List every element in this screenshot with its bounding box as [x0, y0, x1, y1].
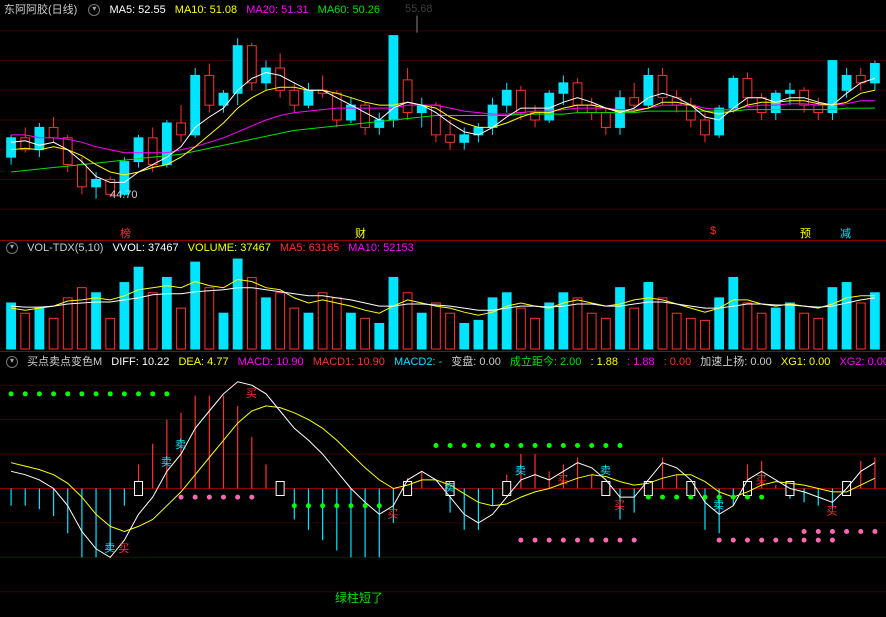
m-l13: XG2: 0.00 [839, 356, 886, 368]
svg-text:卖: 卖 [175, 438, 186, 451]
svg-text:绿柱短了: 绿柱短了 [335, 590, 383, 605]
svg-text:卖: 卖 [515, 464, 526, 477]
m-l9: : 1.88 [627, 356, 655, 368]
volume-panel: ▾ VOL-TDX(5,10) VVOL: 37467 VOLUME: 3746… [0, 241, 886, 352]
collapse-icon[interactable]: ▾ [6, 356, 18, 368]
svg-text:卖: 卖 [104, 541, 115, 554]
collapse-icon[interactable]: ▾ [6, 242, 18, 254]
price-header: 东阿阿胶(日线) ▾ MA5: 52.55 MA10: 51.08 MA20: … [0, 0, 886, 16]
vol-l3: MA5: 63165 [280, 242, 339, 254]
ma20-label: MA20: 51.31 [246, 4, 308, 16]
price-panel: 东阿阿胶(日线) ▾ MA5: 52.55 MA10: 51.08 MA20: … [0, 0, 886, 241]
m-l5: MACD2: - [394, 356, 442, 368]
svg-text:买: 买 [756, 473, 767, 486]
svg-text:44.70: 44.70 [110, 189, 138, 201]
vol-l4: MA10: 52153 [348, 242, 413, 254]
m-l1: DIFF: 10.22 [111, 356, 169, 368]
svg-text:买: 买 [118, 542, 129, 555]
m-l10: : 0.00 [664, 356, 692, 368]
svg-text:买: 买 [557, 473, 568, 486]
m-l3: MACD: 10.90 [238, 356, 304, 368]
macd-chart[interactable]: 卖买卖卖买买卖卖买卖买卖买买绿柱短了 [0, 352, 886, 617]
m-l11: 加速上扬: 0.00 [700, 356, 772, 368]
svg-text:卖: 卖 [444, 481, 455, 494]
volume-chart[interactable] [0, 241, 886, 351]
svg-text:卖: 卖 [600, 464, 611, 477]
ma10-label: MA10: 51.08 [175, 4, 237, 16]
vol-l1: VVOL: 37467 [113, 242, 179, 254]
volume-header: ▾ VOL-TDX(5,10) VVOL: 37467 VOLUME: 3746… [0, 241, 886, 257]
m-l0: 买点卖点变色M [27, 356, 102, 368]
ma5-label: MA5: 52.55 [109, 4, 165, 16]
price-chart[interactable]: 55.6844.70 [0, 0, 886, 240]
svg-text:买: 买 [387, 508, 398, 521]
macd-panel: ▾ 买点卖点变色M DIFF: 10.22 DEA: 4.77 MACD: 10… [0, 352, 886, 617]
m-l4: MACD1: 10.90 [313, 356, 385, 368]
m-l12: XG1: 0.00 [781, 356, 831, 368]
macd-header: ▾ 买点卖点变色M DIFF: 10.22 DEA: 4.77 MACD: 10… [0, 352, 886, 368]
m-l8: : 1.88 [590, 356, 618, 368]
svg-text:买: 买 [246, 387, 257, 400]
m-l2: DEA: 4.77 [178, 356, 228, 368]
svg-text:卖: 卖 [713, 498, 724, 511]
svg-text:买: 买 [826, 504, 837, 517]
stock-title: 东阿阿胶(日线) [4, 4, 77, 16]
vol-l2: VOLUME: 37467 [188, 242, 271, 254]
collapse-icon[interactable]: ▾ [88, 4, 100, 16]
svg-text:卖: 卖 [161, 455, 172, 468]
price-footer-marks: 榜财$预减 [0, 225, 886, 239]
ma60-label: MA60: 50.26 [318, 4, 380, 16]
vol-l0: VOL-TDX(5,10) [27, 242, 103, 254]
m-l7: 成立距今: 2.00 [510, 356, 582, 368]
svg-text:买: 买 [614, 499, 625, 512]
m-l6: 变盘: 0.00 [451, 356, 501, 368]
